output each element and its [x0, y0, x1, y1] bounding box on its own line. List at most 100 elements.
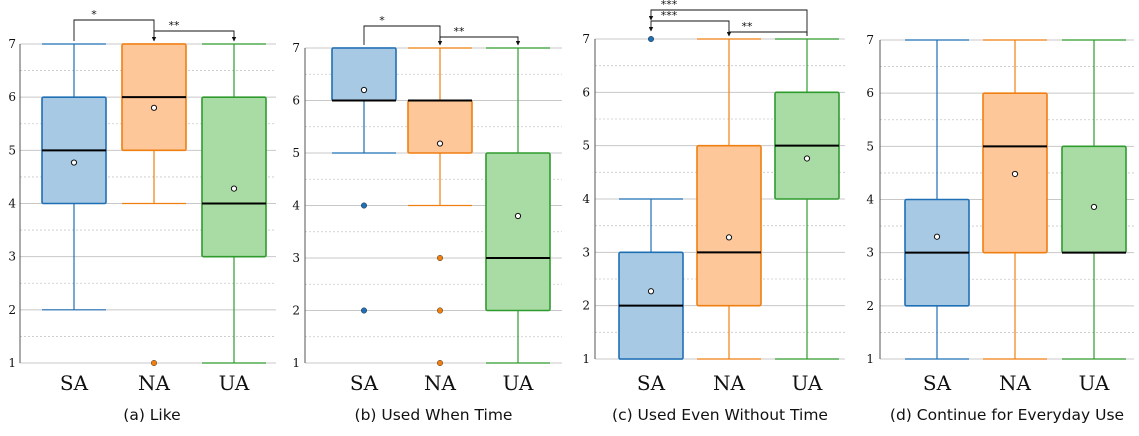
y-tick-label: 7: [8, 37, 16, 51]
box-na: [407, 47, 473, 367]
x-category-label: SA: [60, 371, 89, 395]
box-na: [121, 43, 187, 367]
outlier-point: [437, 360, 444, 367]
y-tick-label: 2: [292, 304, 300, 318]
mean-marker: [725, 234, 733, 241]
outlier-point: [437, 254, 444, 261]
x-category-label: SA: [923, 371, 952, 395]
mean-marker: [1011, 170, 1019, 178]
panel-caption: (c) Used Even Without Time: [612, 406, 828, 424]
box-sa: [904, 39, 970, 360]
x-category-label: SA: [350, 371, 379, 395]
y-tick-label: 2: [582, 299, 590, 313]
significance-bracket: ***: [648, 9, 730, 36]
significance-label: **: [742, 20, 754, 33]
box-ua: [201, 43, 267, 364]
box-sa: [331, 47, 397, 314]
box-iqr: [696, 144, 762, 307]
y-tick-label: 1: [8, 356, 16, 370]
box-na: [696, 38, 762, 360]
y-tick-label: 7: [866, 33, 874, 47]
panel-4: 1 2 3 4 5 6 7 SA NA UA (d) Continue for Everyday U…: [866, 33, 1134, 424]
y-tick-label: 1: [866, 352, 874, 366]
significance-label: *: [379, 14, 385, 27]
y-tick-label: 2: [866, 299, 874, 313]
significance-bracket: **: [439, 25, 521, 46]
y-tick-label: 7: [582, 32, 590, 46]
panel-caption: (d) Continue for Everyday Use: [890, 406, 1124, 424]
y-tick-label: 4: [582, 192, 590, 206]
mean-marker: [360, 86, 368, 94]
x-category-label: NA: [138, 371, 171, 395]
y-tick-label: 3: [8, 250, 16, 264]
bracket-line: [153, 30, 237, 42]
x-category-label: SA: [637, 371, 666, 395]
y-tick-label: 1: [292, 356, 300, 370]
bracket-line: [726, 31, 808, 37]
y-tick-label: 5: [866, 139, 874, 153]
box-iqr: [1061, 145, 1127, 254]
significance-label: **: [454, 25, 466, 38]
y-tick-label: 6: [582, 85, 590, 99]
y-tick-label: 5: [292, 146, 300, 160]
y-tick-label: 4: [8, 197, 16, 211]
panel-caption: (b) Used When Time: [355, 406, 513, 424]
y-tick-label: 5: [582, 139, 590, 153]
mean-marker: [933, 233, 941, 240]
significance-label: **: [169, 19, 181, 32]
outlier-point: [150, 360, 157, 367]
outlier-point: [437, 307, 444, 314]
significance-bracket: *: [73, 8, 157, 42]
mean-marker: [647, 288, 655, 295]
x-category-label: UA: [1079, 371, 1110, 395]
box-sa: [41, 43, 107, 311]
panel-caption: (a) Like: [123, 406, 180, 424]
mean-marker: [70, 159, 78, 166]
significance-bracket: *: [363, 14, 443, 46]
y-tick-label: 6: [8, 90, 16, 104]
significance-label: ***: [661, 9, 678, 22]
y-tick-label: 2: [8, 303, 16, 317]
mean-marker: [514, 212, 522, 220]
outlier-point: [648, 36, 655, 43]
mean-marker: [803, 155, 811, 162]
box-ua: [774, 38, 840, 360]
box-ua: [1061, 39, 1127, 360]
x-category-label: NA: [999, 371, 1032, 395]
bracket-line: [73, 19, 157, 42]
box-sa: [618, 36, 684, 360]
mean-marker: [150, 104, 158, 111]
significance-label: *: [91, 8, 97, 21]
bracket-line: [363, 25, 443, 46]
significance-label: ***: [661, 0, 678, 11]
y-tick-label: 3: [582, 245, 590, 259]
box-iqr: [485, 152, 551, 312]
bracket-line: [439, 36, 521, 46]
x-category-label: UA: [219, 371, 250, 395]
x-category-label: NA: [424, 371, 457, 395]
box-iqr: [201, 96, 267, 258]
y-tick-label: 1: [582, 352, 590, 366]
mean-marker: [1090, 203, 1098, 211]
mean-marker: [230, 185, 238, 192]
y-tick-label: 7: [292, 41, 300, 55]
outlier-point: [361, 202, 368, 209]
significance-bracket: ***: [648, 0, 808, 36]
significance-bracket: **: [726, 20, 808, 37]
x-category-label: UA: [792, 371, 823, 395]
y-tick-label: 4: [866, 193, 874, 207]
y-tick-label: 3: [292, 251, 300, 265]
outlier-point: [361, 307, 368, 314]
bracket-line: [648, 20, 730, 36]
bracket-line: [648, 9, 808, 36]
mean-marker: [436, 140, 444, 147]
significance-bracket: **: [153, 19, 237, 42]
y-tick-label: 5: [8, 143, 16, 157]
x-category-label: UA: [503, 371, 534, 395]
x-category-label: NA: [713, 371, 746, 395]
y-tick-label: 6: [292, 94, 300, 108]
